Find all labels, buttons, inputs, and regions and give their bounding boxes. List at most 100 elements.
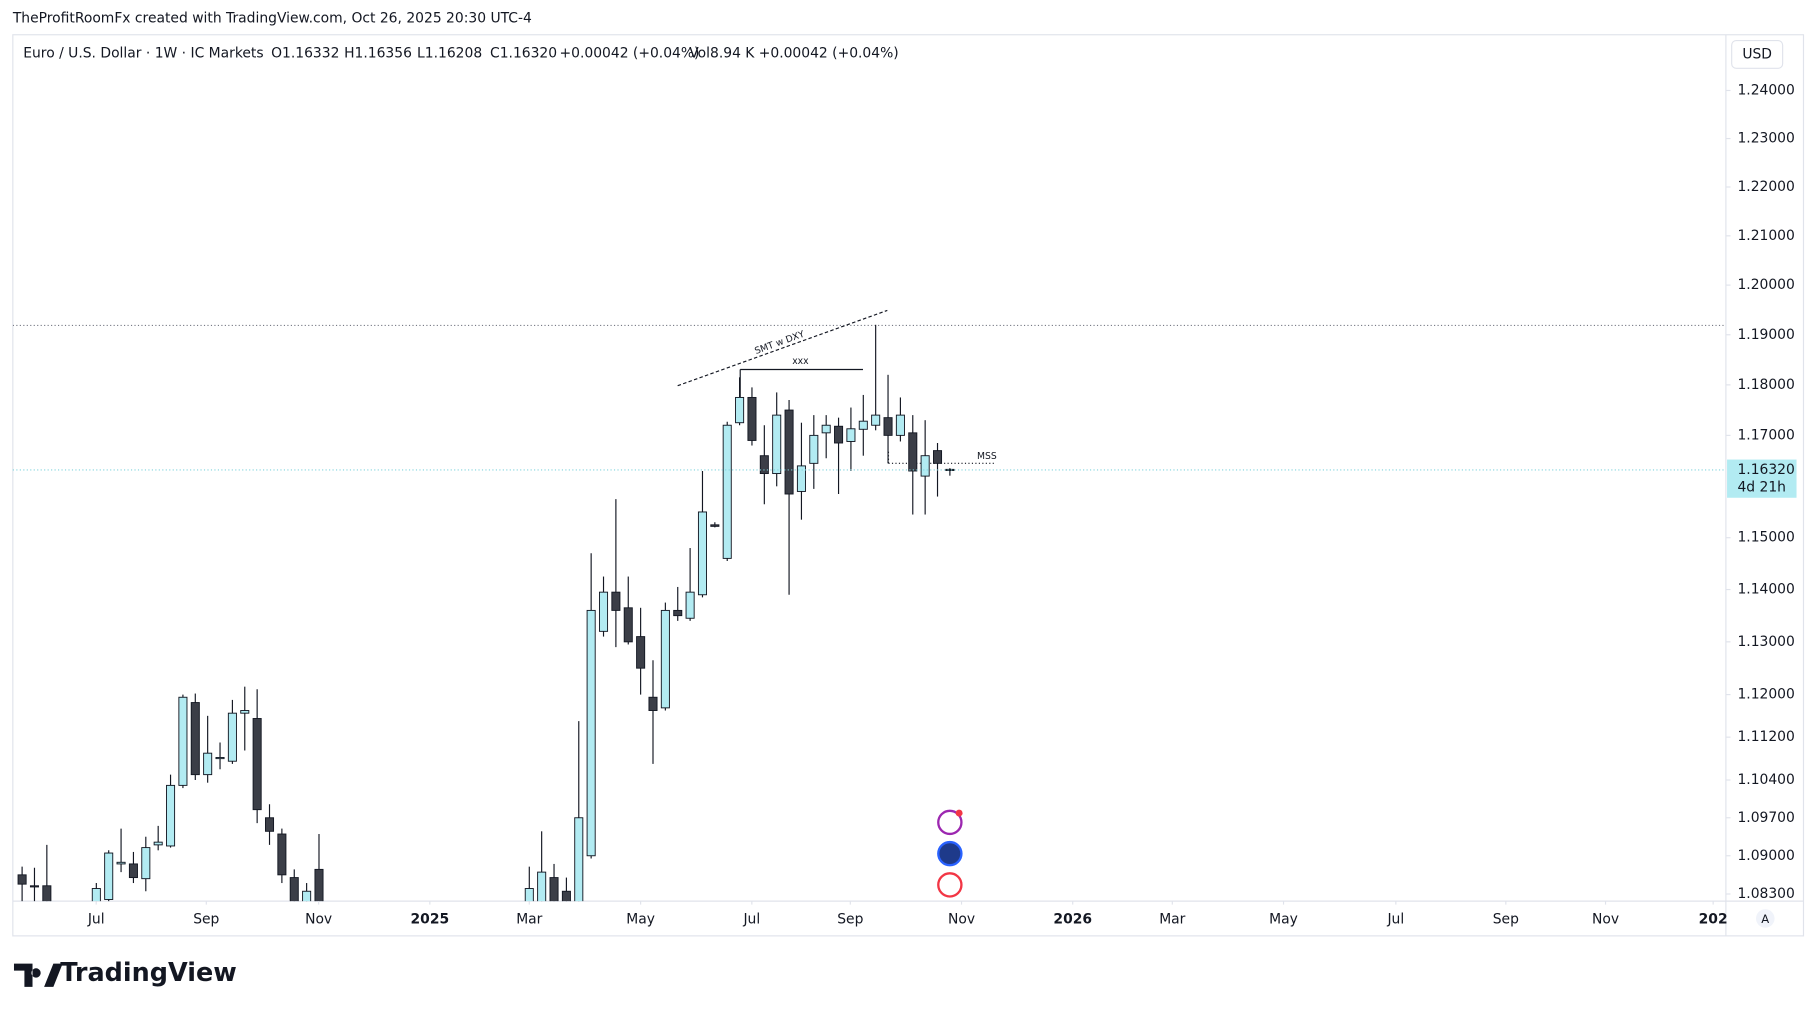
last-price-box <box>1727 459 1797 498</box>
auto-scale-button[interactable] <box>1756 909 1775 928</box>
candle-body <box>846 428 856 442</box>
x-tick-label: Sep <box>193 912 219 928</box>
candle-body <box>722 424 732 559</box>
candle-body <box>685 591 695 619</box>
candle-body <box>153 841 163 846</box>
candle-body <box>759 455 769 475</box>
candle-body <box>858 420 868 430</box>
x-tick-label: 202 <box>1699 912 1728 928</box>
legend-item: Euro / U.S. Dollar · 1W · IC Markets <box>23 45 263 61</box>
x-tick-label: Nov <box>948 912 975 928</box>
x-tick-label: Nov <box>305 912 332 928</box>
candle-body <box>883 417 893 436</box>
candle-body <box>920 455 930 477</box>
candle-body <box>834 425 844 444</box>
candle-body <box>747 396 757 441</box>
x-tick-label: Sep <box>837 912 863 928</box>
x-tick-label: May <box>626 912 655 928</box>
candle-body <box>598 591 609 632</box>
x-tick-label: Sep <box>1493 912 1519 928</box>
candle-body <box>116 861 126 865</box>
candle-body <box>623 607 633 643</box>
credit: TheProfitRoomFx created with TradingView… <box>12 11 532 27</box>
auto-scale-label: A <box>1761 912 1769 926</box>
y-tick-label: 1.21000 <box>1737 228 1794 244</box>
y-tick-label: 1.14000 <box>1737 582 1794 598</box>
candle-body <box>17 874 27 885</box>
candle-body <box>809 434 819 464</box>
currency: USD <box>1742 46 1772 62</box>
legend-item: +0.00042 (+0.04%) <box>560 45 700 61</box>
y-tick-label: 1.10400 <box>1737 772 1794 788</box>
x-tick-label: Jul <box>742 912 760 928</box>
legend-item: O1.16332 <box>271 45 339 61</box>
candle-body <box>772 414 782 475</box>
candle-body <box>104 852 114 900</box>
x-tick-label: Nov <box>1592 912 1619 928</box>
candle-body <box>784 409 794 495</box>
candle-body <box>190 702 200 776</box>
event-dot <box>955 809 963 817</box>
candle-body <box>586 609 596 857</box>
logo-text: TradingView <box>60 958 236 988</box>
y-tick-label: 1.09000 <box>1737 848 1794 864</box>
event-icon[interactable] <box>937 809 963 836</box>
y-tick-label: 1.08300 <box>1737 886 1794 902</box>
y-tick-label: 1.09700 <box>1737 810 1794 826</box>
x-tick-label: 2025 <box>411 912 450 928</box>
candle-body <box>611 591 621 611</box>
candle-body <box>908 432 918 472</box>
y-tick-label: 1.11200 <box>1737 729 1794 745</box>
trend-line <box>677 309 888 387</box>
candle-body <box>302 890 312 902</box>
y-tick-label: 1.18000 <box>1737 377 1794 393</box>
candle-body <box>796 465 806 492</box>
candle-body <box>660 609 670 709</box>
candle-body <box>166 784 176 847</box>
y-tick-label: 1.17000 <box>1737 427 1794 443</box>
candle-body <box>673 609 683 617</box>
candle-body <box>697 511 707 596</box>
brand: TradingView <box>13 958 237 988</box>
y-tick-label: 1.19000 <box>1737 327 1794 343</box>
x-tick-label: 2026 <box>1053 912 1092 928</box>
candle-body <box>277 833 287 876</box>
y-tick-label: 1.23000 <box>1737 131 1794 147</box>
x-tick-label: Jul <box>87 912 105 928</box>
annotation: xxx <box>792 356 809 367</box>
x-tick-label: Jul <box>1386 912 1404 928</box>
candle-body <box>203 752 213 776</box>
logo-mark <box>13 963 63 987</box>
candle-body <box>178 696 188 786</box>
plot-area: SMT w DXY xxx MSS <box>12 309 1726 902</box>
legend-item: H1.16356 <box>344 45 412 61</box>
event-icon[interactable] <box>937 872 963 898</box>
y-tick-label: 1.20000 <box>1737 277 1794 293</box>
candle-body <box>549 877 559 902</box>
y-tick-label: 1.22000 <box>1737 179 1794 195</box>
y-tick-label: 1.24000 <box>1737 82 1794 98</box>
candle-body <box>42 885 52 902</box>
annotation: MSS <box>977 451 997 462</box>
y-tick-label: 1.12000 <box>1737 687 1794 703</box>
candle-body <box>91 888 101 902</box>
candle-body <box>252 718 262 811</box>
candle-body <box>227 712 237 762</box>
legend-item: +0.00042 (+0.04%) <box>759 45 899 61</box>
candle-body <box>821 424 831 434</box>
chart-frame <box>12 34 1805 937</box>
candle-body <box>895 414 905 436</box>
candle-body <box>264 817 275 832</box>
legend-item: Vol8.94 K <box>689 45 755 61</box>
countdown: 4d 21h <box>1737 479 1786 495</box>
candle-body <box>945 468 955 471</box>
candle-body <box>561 890 571 902</box>
legend-item: L1.16208 <box>417 45 482 61</box>
event-icon[interactable] <box>937 840 963 867</box>
currency-button[interactable] <box>1731 39 1784 69</box>
candle-body <box>215 757 225 760</box>
candle-body <box>314 868 324 902</box>
